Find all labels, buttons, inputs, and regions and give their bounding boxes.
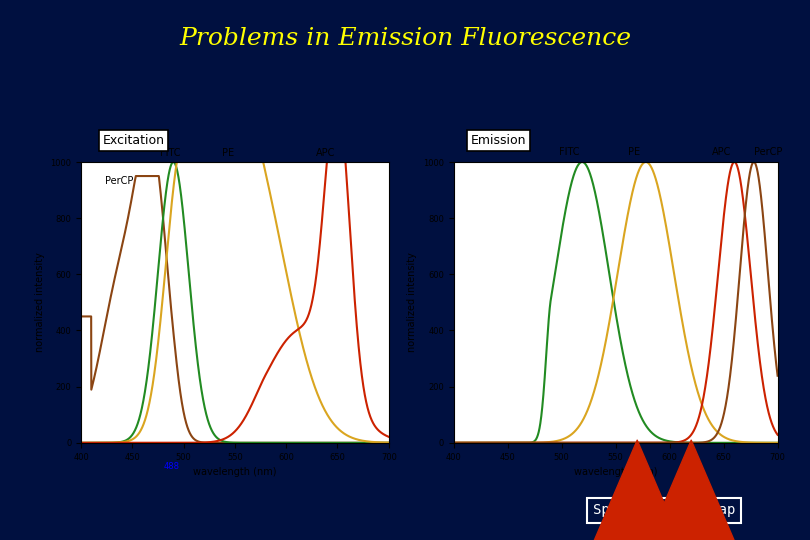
Text: PerCP: PerCP [754, 147, 782, 157]
Text: FITC: FITC [160, 148, 181, 158]
Text: 488: 488 [164, 462, 179, 471]
Text: APC: APC [316, 148, 335, 158]
Y-axis label: normalized intensity: normalized intensity [35, 253, 45, 352]
X-axis label: wavelength (nm): wavelength (nm) [573, 467, 658, 477]
Text: Problems in Emission Fluorescence: Problems in Emission Fluorescence [179, 27, 631, 50]
Text: APC: APC [712, 147, 731, 157]
X-axis label: wavelength (nm): wavelength (nm) [193, 467, 277, 477]
Text: Excitation: Excitation [103, 134, 164, 147]
Text: FITC: FITC [559, 147, 579, 157]
Text: Emission: Emission [471, 134, 526, 147]
Text: PerCP: PerCP [104, 177, 133, 186]
Text: PE: PE [628, 147, 640, 157]
Y-axis label: normalized intensity: normalized intensity [407, 253, 417, 352]
Text: PE: PE [222, 148, 234, 158]
Text: Spectral  overlap: Spectral overlap [593, 503, 735, 517]
